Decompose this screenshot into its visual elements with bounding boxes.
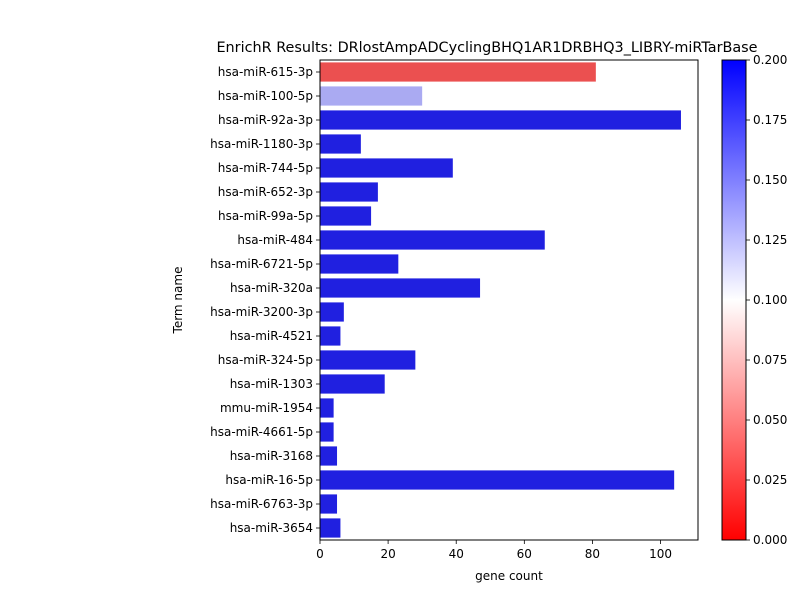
colorbar-tick-label: 0.175 — [753, 113, 787, 127]
x-tick-label: 20 — [380, 547, 395, 561]
y-tick-label: hsa-miR-3168 — [230, 449, 313, 463]
bar — [320, 86, 423, 106]
y-axis-label: Term name — [171, 267, 185, 335]
y-tick-label: hsa-miR-92a-3p — [218, 113, 313, 127]
y-tick-label: hsa-miR-4521 — [230, 329, 313, 343]
colorbar-tick-label: 0.125 — [753, 233, 787, 247]
y-tick-label: hsa-miR-652-3p — [218, 185, 313, 199]
bar — [320, 278, 481, 298]
y-tick-label: hsa-miR-3200-3p — [210, 305, 313, 319]
bar — [320, 494, 338, 514]
x-tick-label: 100 — [649, 547, 672, 561]
bar — [320, 302, 344, 322]
x-axis-label: gene count — [475, 569, 543, 583]
bar — [320, 134, 361, 154]
bar — [320, 446, 338, 466]
y-tick-label: hsa-miR-6721-5p — [210, 257, 313, 271]
y-tick-label: hsa-miR-1180-3p — [210, 137, 313, 151]
y-tick-label: hsa-miR-6763-3p — [210, 497, 313, 511]
y-tick-label: hsa-miR-324-5p — [218, 353, 313, 367]
y-tick-label: hsa-miR-100-5p — [218, 89, 313, 103]
bar — [320, 230, 545, 250]
y-tick-label: hsa-miR-320a — [230, 281, 313, 295]
bar — [320, 518, 341, 538]
y-tick-label: hsa-miR-1303 — [230, 377, 313, 391]
chart-title: EnrichR Results: DRlostAmpADCyclingBHQ1A… — [216, 40, 757, 56]
y-tick-group: hsa-miR-615-3p hsa-miR-100-5p hsa-miR-92a-… — [210, 65, 320, 535]
colorbar-tick-label: 0.100 — [753, 293, 787, 307]
colorbar-tick-label: 0.150 — [753, 173, 787, 187]
x-tick-label: 0 — [316, 547, 324, 561]
plot-frame — [319, 59, 699, 541]
bar — [320, 350, 416, 370]
colorbar-tick-label: 0.025 — [753, 473, 787, 487]
bar — [320, 206, 372, 226]
bar — [320, 422, 334, 442]
y-tick-label: hsa-miR-3654 — [230, 521, 313, 535]
x-tick-label: 40 — [449, 547, 464, 561]
bar — [320, 62, 596, 82]
bar — [320, 326, 341, 346]
colorbar-tick-label: 0.000 — [753, 533, 787, 547]
bar — [320, 110, 681, 130]
x-tick-group: 0 20 40 60 80 100 — [316, 540, 672, 561]
x-tick-label: 80 — [585, 547, 600, 561]
bar — [320, 398, 334, 418]
y-tick-label: hsa-miR-615-3p — [218, 65, 313, 79]
y-tick-label: hsa-miR-99a-5p — [218, 209, 313, 223]
colorbar — [721, 59, 747, 541]
y-tick-label: hsa-miR-16-5p — [225, 473, 313, 487]
y-tick-label: hsa-miR-484 — [237, 233, 313, 247]
y-tick-label: hsa-miR-4661-5p — [210, 425, 313, 439]
colorbar-tick-label: 0.200 — [753, 53, 787, 67]
bar — [320, 158, 453, 178]
y-tick-label: mmu-miR-1954 — [220, 401, 313, 415]
colorbar-tick-label: 0.075 — [753, 353, 787, 367]
colorbar-tick-group: 0.000 0.025 0.050 0.075 0.100 0.125 0.150 0.175… — [746, 53, 787, 547]
bar — [320, 374, 385, 394]
y-tick-label: hsa-miR-744-5p — [218, 161, 313, 175]
colorbar-tick-label: 0.050 — [753, 413, 787, 427]
bar — [320, 182, 378, 202]
bar — [320, 470, 675, 490]
x-tick-label: 60 — [517, 547, 532, 561]
bars-group — [320, 62, 681, 538]
bar — [320, 254, 399, 274]
